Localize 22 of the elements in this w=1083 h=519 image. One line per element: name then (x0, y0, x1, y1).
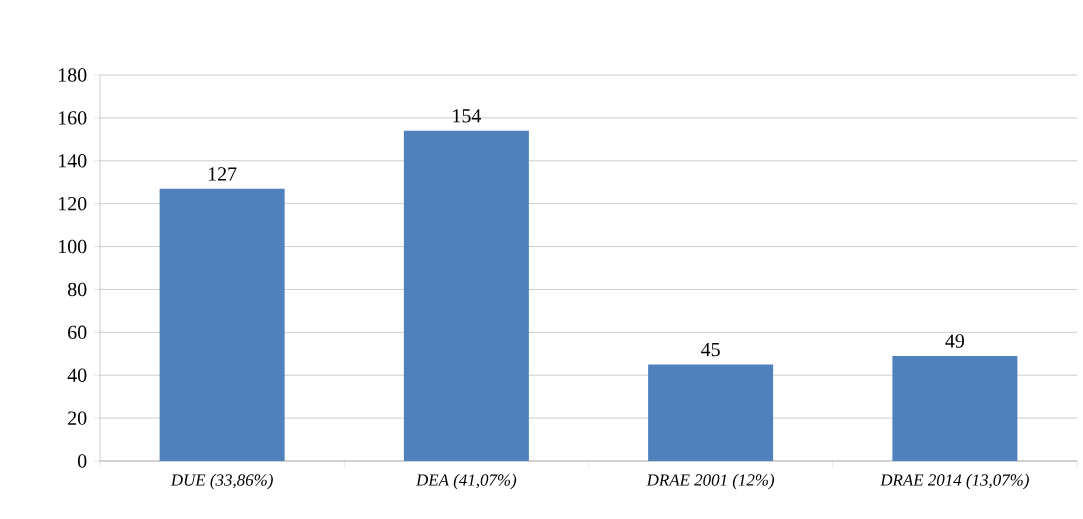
x-tick-label: DEA (41,07%) (415, 473, 517, 490)
data-label: 127 (208, 167, 237, 181)
data-label: 154 (453, 109, 482, 123)
y-tick-label: 100 (59, 239, 87, 254)
y-tick-label: 120 (59, 196, 87, 211)
y-tick-label: 160 (59, 111, 87, 125)
data-label: 45 (701, 343, 720, 357)
data-label: 49 (945, 334, 965, 348)
y-tick-label: 60 (68, 325, 87, 340)
bar (648, 364, 774, 461)
bar (159, 188, 285, 461)
x-tick-label: DRAE 2014 (13,07%) (880, 473, 1029, 490)
x-tick-label: DUE (33,86%) (170, 473, 273, 490)
y-tick-label: 80 (68, 282, 87, 297)
y-tick-label: 180 (59, 68, 87, 82)
bar (892, 355, 1018, 461)
bar (403, 130, 529, 461)
y-tick-label: 0 (77, 454, 87, 468)
y-tick-label: 20 (68, 411, 87, 425)
x-tick-label: DRAE 2001 (12%) (646, 473, 775, 490)
y-tick-label: 140 (59, 154, 87, 168)
y-tick-label: 40 (67, 368, 87, 382)
